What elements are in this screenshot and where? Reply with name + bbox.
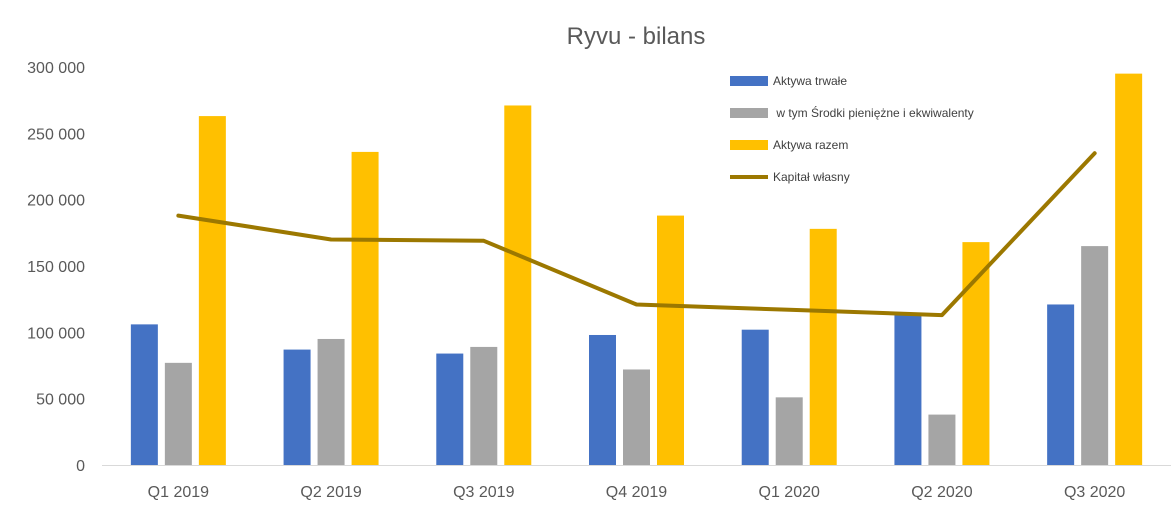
legend-swatch [730,140,768,150]
bar [470,346,498,465]
bar [164,362,192,465]
y-tick-label: 0 [76,458,85,475]
chart-title: Ryvu - bilans [567,23,706,50]
x-tick-label: Q1 2019 [148,484,209,501]
bar [775,397,803,465]
legend-label: Aktywa razem [773,138,848,152]
bar [962,242,990,465]
legend-label: w tym Środki pieniężne i ekwiwalenty [773,105,974,120]
x-tick-label: Q3 2019 [453,484,514,501]
x-tick-label: Q2 2019 [300,484,361,501]
bar [351,151,379,465]
y-tick-label: 50 000 [36,392,85,409]
bar [809,228,837,465]
y-tick-label: 150 000 [27,259,85,276]
bar [928,414,956,465]
x-tick-label: Q3 2020 [1064,484,1125,501]
series-line [176,151,1097,318]
bar [623,369,650,465]
bar [317,338,345,465]
bar [589,334,616,465]
legend-label: Aktywa trwałe [773,74,847,88]
y-axis: 0 50 000 100 000 150 000 200 000 250 000 300 0… [27,60,85,475]
legend: Aktywa trwałe w tym Środki pieniężne i e… [730,74,974,184]
bar [283,349,311,465]
legend-label: Kapitał własny [773,170,850,184]
bar [894,315,922,465]
bar [130,324,158,465]
legend-swatch [730,76,768,86]
y-tick-label: 250 000 [27,126,85,143]
bars-layer [130,73,1143,466]
bar [436,353,464,465]
y-tick-label: 100 000 [27,325,85,342]
bar [504,105,532,466]
x-tick-label: Q1 2020 [759,484,820,501]
x-tick-label: Q4 2019 [606,484,667,501]
bar [198,116,226,465]
legend-swatch [730,108,768,118]
x-tick-label: Q2 2020 [911,484,972,501]
bar [657,215,684,465]
y-tick-label: 200 000 [27,193,85,210]
bar [1047,304,1075,465]
y-tick-label: 300 000 [27,60,85,77]
line-layer [176,151,1097,318]
bar [1115,73,1143,465]
bar [741,329,769,465]
bar [1081,246,1109,465]
x-axis: Q1 2019 Q2 2019 Q3 2019 Q4 2019 Q1 2020 Q2 20… [148,484,1126,501]
